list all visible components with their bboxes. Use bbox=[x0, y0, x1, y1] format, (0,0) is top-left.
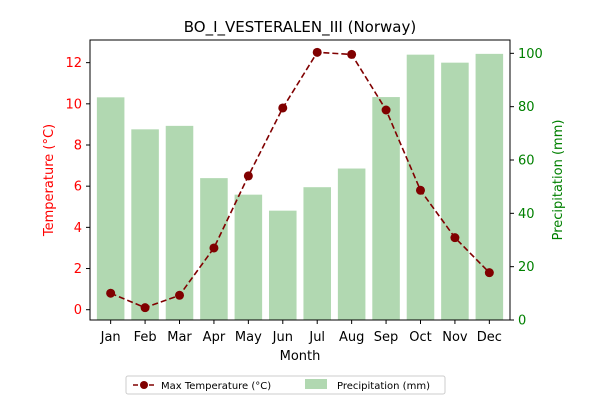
right-tick-label: 100 bbox=[518, 47, 543, 62]
temperature-point-apr bbox=[209, 243, 219, 253]
x-tick-label: Jan bbox=[100, 330, 121, 345]
x-tick-label: Aug bbox=[339, 330, 364, 345]
left-tick-label: 2 bbox=[74, 262, 82, 277]
legend-box bbox=[125, 375, 446, 395]
precip-bar-mar bbox=[165, 125, 194, 320]
x-axis-title: Month bbox=[280, 349, 321, 364]
temperature-point-aug bbox=[347, 49, 357, 59]
temperature-point-dec bbox=[484, 268, 494, 278]
precip-bar-dec bbox=[475, 53, 504, 320]
x-tick-label: Sep bbox=[374, 330, 399, 345]
legend-precip-swatch bbox=[305, 379, 327, 389]
x-tick-label: Feb bbox=[134, 330, 157, 345]
left-tick-label: 12 bbox=[65, 56, 82, 71]
right-axis-title: Precipitation (mm) bbox=[551, 120, 566, 241]
left-axis-title: Temperature (°C) bbox=[42, 124, 57, 237]
precip-bar-jul bbox=[303, 187, 331, 320]
legend: Max Temperature (°C) Precipitation (mm) bbox=[125, 375, 446, 395]
x-tick-label: Apr bbox=[203, 330, 226, 345]
precip-bar-aug bbox=[337, 168, 366, 320]
legend-temp-label: Max Temperature (°C) bbox=[161, 381, 271, 392]
plot-frame bbox=[89, 39, 511, 321]
temperature-point-jul bbox=[312, 47, 322, 57]
left-tick-label: 8 bbox=[74, 139, 82, 154]
precip-bar-jan bbox=[96, 97, 125, 320]
x-tick-label: Dec bbox=[477, 330, 502, 345]
right-tick-label: 60 bbox=[518, 154, 535, 169]
left-tick-label: 6 bbox=[74, 180, 82, 195]
precip-bar-feb bbox=[131, 129, 159, 320]
right-tick-label: 20 bbox=[518, 260, 535, 275]
x-tick-label: May bbox=[235, 330, 262, 345]
temperature-point-jan bbox=[106, 288, 116, 298]
x-tick-label: Oct bbox=[409, 330, 431, 345]
x-tick-label: Jul bbox=[308, 330, 325, 345]
left-tick-label: 10 bbox=[65, 97, 82, 112]
temperature-line bbox=[106, 47, 494, 313]
temperature-point-may bbox=[243, 171, 253, 181]
temperature-point-sep bbox=[381, 105, 391, 115]
left-tick-label: 4 bbox=[74, 221, 82, 236]
x-tick-label: Nov bbox=[442, 330, 468, 345]
temperature-point-oct bbox=[415, 185, 425, 195]
temperature-point-jun bbox=[278, 103, 288, 113]
right-tick-label: 80 bbox=[518, 100, 535, 115]
temperature-point-nov bbox=[450, 233, 460, 243]
legend-temp-marker bbox=[140, 381, 148, 389]
right-axis: 0 20 40 60 80 100 bbox=[510, 47, 543, 329]
x-tick-label: Jun bbox=[272, 330, 293, 345]
precip-bar-sep bbox=[372, 97, 400, 320]
precip-bar-may bbox=[234, 194, 263, 320]
x-axis: Jan Feb Mar Apr May Jun Jul Aug Sep Oct Nov Dec bbox=[100, 320, 502, 345]
right-tick-label: 0 bbox=[518, 314, 526, 329]
left-tick-label: 0 bbox=[74, 303, 82, 318]
left-axis: 0 2 4 6 8 10 12 bbox=[65, 56, 90, 318]
chart-title: BO_I_VESTERALEN_III (Norway) bbox=[184, 18, 416, 37]
x-tick-label: Mar bbox=[167, 330, 192, 345]
precipitation-bars bbox=[96, 53, 504, 321]
temperature-line-path bbox=[110, 51, 490, 309]
temperature-point-mar bbox=[175, 290, 185, 300]
temperature-point-feb bbox=[140, 303, 150, 313]
right-tick-label: 40 bbox=[518, 207, 535, 222]
precip-bar-nov bbox=[441, 62, 469, 321]
precip-bar-jun bbox=[269, 210, 297, 320]
legend-precip-label: Precipitation (mm) bbox=[337, 381, 430, 392]
